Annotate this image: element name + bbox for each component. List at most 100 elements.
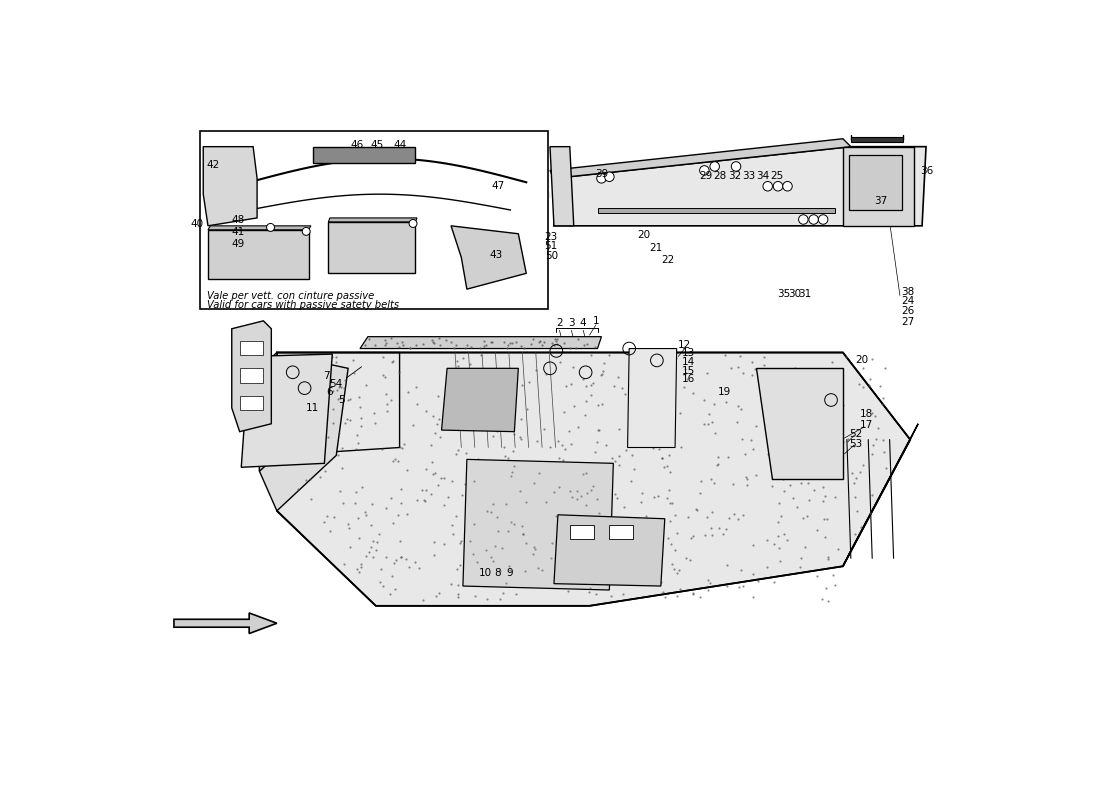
Point [424,334,441,346]
Point [782,457,800,470]
Point [300,410,318,423]
Point [503,470,520,482]
Point [436,472,453,485]
Point [517,496,535,509]
Point [578,395,595,408]
Point [547,333,564,346]
Point [451,372,469,385]
Point [745,442,762,455]
Point [684,386,702,399]
Point [410,562,428,574]
Point [830,434,848,447]
Text: 16: 16 [682,374,695,385]
Point [390,365,408,378]
Polygon shape [174,613,277,634]
Point [631,354,649,367]
Point [554,517,572,530]
Point [704,529,722,542]
Circle shape [763,182,772,191]
Point [705,476,723,489]
Point [564,399,582,412]
Point [562,535,580,548]
Point [659,492,676,505]
Point [580,586,597,598]
Polygon shape [756,368,843,479]
Point [425,336,442,349]
Point [506,575,524,588]
Point [729,513,747,526]
Point [477,378,495,391]
Point [366,416,384,429]
Point [710,450,727,463]
Point [802,414,820,426]
Text: 31: 31 [799,289,812,299]
Point [732,350,749,362]
Point [402,342,419,354]
Point [663,496,681,509]
Point [583,511,601,524]
Point [463,498,481,511]
Point [373,442,390,455]
Point [793,476,811,489]
Point [587,539,605,552]
Text: 46: 46 [350,140,363,150]
Point [527,534,544,547]
Text: 53: 53 [849,438,862,449]
Point [647,390,664,403]
Point [637,546,654,558]
Polygon shape [570,525,594,538]
Point [583,484,601,497]
Point [559,541,576,554]
Point [495,336,513,349]
Point [483,552,500,565]
Point [692,474,710,487]
Point [497,498,515,510]
Point [324,510,342,523]
Point [491,593,508,606]
Point [456,573,474,586]
Point [315,433,332,446]
Point [549,434,566,447]
Text: 40: 40 [191,219,204,230]
Point [660,483,678,496]
Point [364,534,382,547]
Point [344,354,362,366]
Text: 9: 9 [506,567,513,578]
Point [635,578,652,590]
Point [847,472,865,485]
Point [531,484,549,497]
Point [544,338,562,351]
Polygon shape [260,357,348,511]
Point [305,421,322,434]
Circle shape [773,182,783,191]
Point [556,337,573,350]
Point [636,361,653,374]
Point [453,489,471,502]
Point [363,497,381,510]
Point [820,383,837,396]
Point [442,578,460,590]
Point [570,420,587,433]
Point [368,535,386,548]
Point [496,417,514,430]
Point [367,543,385,556]
Point [631,570,649,583]
Polygon shape [597,209,835,213]
Point [374,580,392,593]
Point [514,558,531,570]
Point [672,441,690,454]
Point [384,517,402,530]
Point [603,486,620,499]
Point [537,495,554,508]
Point [352,561,370,574]
Point [302,432,320,445]
Point [564,361,582,374]
Point [864,488,881,501]
Point [794,511,812,524]
Point [475,339,493,352]
Point [284,413,301,426]
Point [820,550,837,563]
Point [341,393,359,406]
Text: 3: 3 [568,318,574,328]
Text: 5: 5 [339,395,345,405]
